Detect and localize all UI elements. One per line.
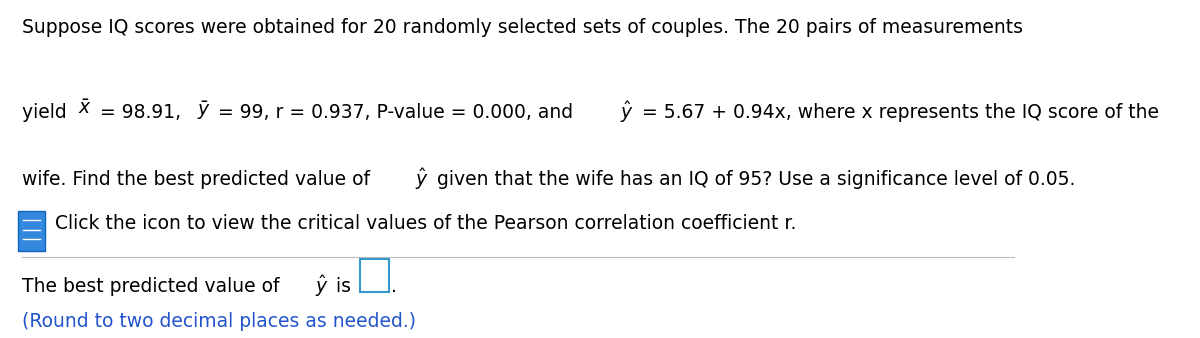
Text: Click the icon to view the critical values of the Pearson correlation coefficien: Click the icon to view the critical valu… <box>55 214 797 233</box>
Text: $\hat{y}$: $\hat{y}$ <box>620 99 634 125</box>
Text: The best predicted value of: The best predicted value of <box>22 277 286 296</box>
Text: wife. Find the best predicted value of: wife. Find the best predicted value of <box>22 170 376 189</box>
Text: Suppose IQ scores were obtained for 20 randomly selected sets of couples. The 20: Suppose IQ scores were obtained for 20 r… <box>22 18 1024 37</box>
FancyBboxPatch shape <box>18 211 44 251</box>
Text: $\hat{y}$: $\hat{y}$ <box>415 166 430 192</box>
Text: .: . <box>391 277 397 296</box>
Text: = 5.67 + 0.94x, where x represents the IQ score of the: = 5.67 + 0.94x, where x represents the I… <box>636 103 1159 122</box>
Text: = 99, r = 0.937, P-value = 0.000, and: = 99, r = 0.937, P-value = 0.000, and <box>212 103 580 122</box>
Text: yield: yield <box>22 103 73 122</box>
Text: = 98.91,: = 98.91, <box>94 103 187 122</box>
Text: $\bar{y}$: $\bar{y}$ <box>197 99 211 122</box>
Text: given that the wife has an IQ of 95? Use a significance level of 0.05.: given that the wife has an IQ of 95? Use… <box>431 170 1075 189</box>
Text: $\bar{x}$: $\bar{x}$ <box>78 99 92 118</box>
Text: is: is <box>330 277 358 296</box>
Text: (Round to two decimal places as needed.): (Round to two decimal places as needed.) <box>22 312 416 332</box>
FancyBboxPatch shape <box>360 259 389 292</box>
Text: $\hat{y}$: $\hat{y}$ <box>314 273 329 299</box>
